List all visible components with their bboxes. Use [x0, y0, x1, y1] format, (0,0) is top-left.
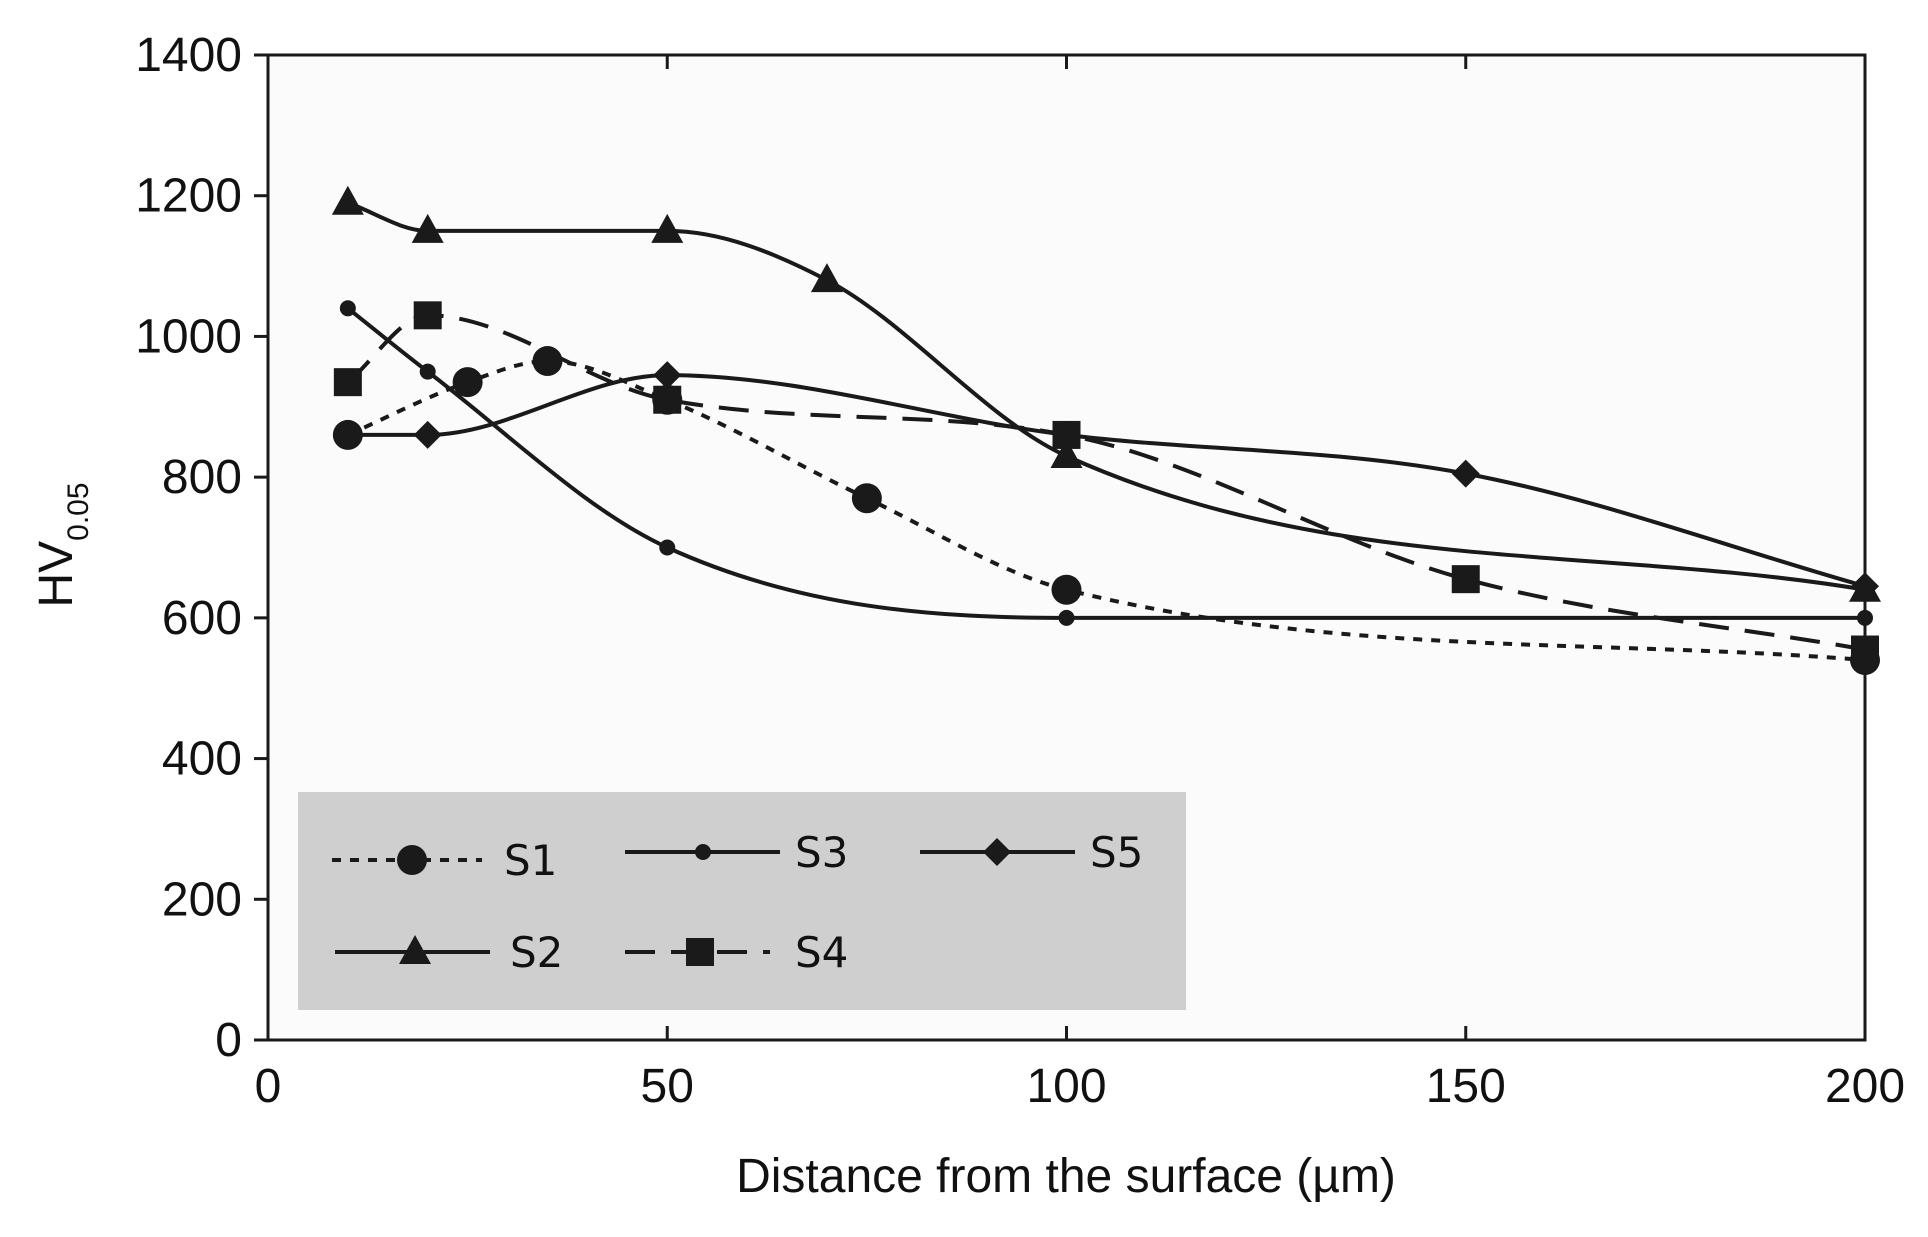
x-tick-label-100: 100 [1026, 1060, 1106, 1113]
x-axis-title: Distance from the surface (µm) [736, 1150, 1396, 1203]
legend-s3-marker [695, 844, 711, 860]
legend-s2-marker [399, 935, 431, 964]
series-s1-line [347, 359, 1866, 663]
x-tick-label-200: 200 [1825, 1060, 1905, 1113]
x-tick-label-150: 150 [1426, 1060, 1506, 1113]
legend-s4-label: S4 [795, 928, 848, 977]
series-s3-point-2 [419, 363, 436, 380]
y-tick-label-200: 200 [162, 873, 242, 926]
legend-s2-label: S2 [510, 928, 563, 977]
series-s2-point-2 [411, 213, 444, 243]
series-s2-point-1 [331, 185, 364, 215]
legend-item-s2: S2 [335, 928, 563, 977]
y-tick-label-400: 400 [162, 733, 242, 786]
legend-s5-marker [983, 838, 1011, 866]
y-axis-title-main: HV [30, 541, 83, 608]
series-s5-point-5 [1451, 459, 1480, 488]
x-tick-label-0: 0 [255, 1060, 282, 1113]
series-s3-line [346, 306, 1865, 620]
svg-text:HV0.05: HV0.05 [30, 482, 95, 607]
series-s2-line [347, 200, 1866, 592]
y-tick-label-800: 800 [162, 451, 242, 504]
legend-item-s5: S5 [920, 828, 1143, 877]
series-s3-point-4 [1058, 609, 1075, 626]
series-s4-point-3 [653, 385, 682, 414]
series-s5-point-2 [413, 420, 442, 449]
y-tick-label-1000: 1000 [135, 310, 242, 363]
legend-s5-label: S5 [1090, 828, 1143, 877]
axes-layer: 0 50 100 150 200 0 200 400 600 800 1000 1200 1400 [135, 29, 1905, 1113]
legend-item-s1: S1 [332, 836, 557, 885]
series-s1-point-2 [452, 367, 483, 398]
series-s4-point-5 [1451, 565, 1480, 594]
y-axis-title: HV0.05 [30, 482, 95, 607]
series-s4-point-2 [413, 301, 442, 330]
series-s2-point-4 [810, 263, 843, 293]
legend-item-s4: S4 [625, 928, 848, 977]
legend-s1-marker [397, 845, 427, 875]
series-s5-point-3 [653, 361, 682, 390]
x-tick-label-50: 50 [641, 1060, 694, 1113]
series-s1-point-6 [1051, 574, 1082, 605]
series-s5-point-1 [333, 420, 362, 449]
series-s2-point-3 [651, 213, 684, 243]
series-s4-point-1 [333, 368, 362, 397]
y-tick-label-1200: 1200 [135, 170, 242, 223]
series-s5-point-4 [1052, 420, 1081, 449]
y-axis-title-subscript: 0.05 [62, 482, 95, 540]
y-tick-label-1400: 1400 [135, 29, 242, 82]
legend-s4-marker [686, 938, 714, 966]
series-s5-line [347, 373, 1866, 589]
legend-s1-label: S1 [504, 836, 557, 885]
series-s3-point-3 [659, 539, 676, 556]
y-tick-label-600: 600 [162, 592, 242, 645]
legend-box [298, 792, 1186, 1010]
series-s1-point-5 [851, 483, 882, 514]
y-tick-label-0: 0 [215, 1014, 242, 1067]
legend: S1 S3 S5 S2 S4 [332, 828, 1143, 977]
series-s2-point-5 [1050, 439, 1083, 469]
legend-item-s3: S3 [625, 828, 848, 877]
series-s3-point-1 [339, 300, 356, 317]
legend-s3-label: S3 [795, 828, 848, 877]
